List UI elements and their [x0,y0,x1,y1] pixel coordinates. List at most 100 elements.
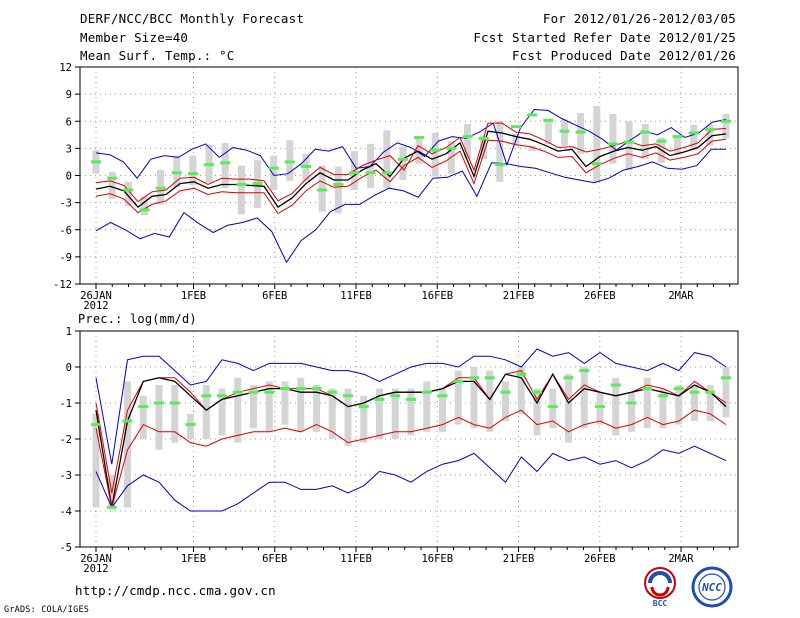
temp-spread-box [722,114,730,139]
temp-xtick-label: 16FEB [421,290,453,302]
prec-xtick-label: 21FEB [503,553,535,565]
prec-observed-mark [642,387,653,391]
temp-observed-mark [721,119,731,123]
temp-observed-mark [430,148,441,152]
temp-xtick-label: 26JAN [80,290,112,302]
prec-spread-box [265,381,273,432]
temp-ensemble-min-line [95,148,726,264]
temp-ytick-label: -6 [59,225,72,237]
temp-observed-mark [381,171,392,175]
forecast-started-label: Fcst Started Refer Date 2012/01/25 [473,30,736,45]
temp-spread-box [625,121,633,171]
temp-observed-mark [688,131,699,135]
temp-observed-mark [187,172,198,176]
source-url[interactable]: http://cmdp.ncc.cma.gov.cn [75,583,276,598]
prec-spread-box [580,367,588,429]
prec-xtick-label: 16FEB [421,553,453,565]
prec-observed-mark [595,405,605,409]
prec-observed-mark [217,394,227,398]
temp-spread-box [674,134,682,155]
prec-observed-mark [421,390,432,394]
temp-ensemble-max-line [95,108,727,180]
temp-observed-mark [478,136,489,140]
temp-spread-box [480,135,488,160]
temp-observed-mark [656,139,667,143]
prec-spread-box [486,370,494,432]
prec-observed-mark [532,390,542,394]
temp-observed-mark [511,125,521,129]
prec-observed-mark [658,394,668,398]
temp-spread-box [221,142,229,189]
prec-ytick-label: -1 [59,398,72,410]
prec-spread-box [517,367,525,414]
prec-observed-mark [264,390,275,394]
prec-spread-box [250,385,257,429]
precip-chart-title: Prec.: log(mm/d) [78,312,197,326]
prec-spread-box [313,385,320,432]
prec-lower-spread-line [95,409,727,508]
temp-ytick-label: -9 [59,252,72,264]
temp-xtick-label: 11FEB [340,290,372,302]
prec-observed-mark [469,376,479,380]
temp-observed-mark [284,160,295,164]
temp-spread-box [124,181,132,207]
prec-ytick-label: -5 [59,542,72,554]
prec-observed-mark [248,390,259,394]
prec-observed-mark [516,372,527,376]
prec-spread-box [92,413,100,508]
temp-observed-mark [107,176,118,180]
temp-observed-mark [333,183,344,187]
temp-observed-mark [349,171,360,175]
prec-spread-box [470,367,478,429]
temp-xtick-label: 26FEB [584,290,616,302]
prec-ensemble-max-line [95,348,727,465]
prec-observed-mark [563,376,574,380]
temp-observed-mark [591,162,602,166]
prec-spread-box [124,381,131,508]
temp-spread-box [415,136,423,164]
temp-spread-box [431,133,439,177]
prec-observed-mark [437,394,448,398]
temp-observed-mark [704,127,715,131]
ncc-logo-label: NCC [701,581,722,594]
temp-year-label: 2012 [83,300,108,312]
prec-spread-box [549,388,557,429]
temp-spread-box [140,196,148,216]
prec-observed-mark [610,383,621,387]
temp-spread-box [690,124,698,151]
temp-ytick-label: 12 [59,62,72,74]
temp-observed-mark [236,183,247,187]
temp-ytick-label: 6 [66,116,72,128]
prec-spread-box [423,381,431,432]
prec-spread-box [297,377,305,432]
prec-xtick-label: 11FEB [340,553,372,565]
temp-observed-mark [365,171,376,175]
prec-spread-box [234,377,242,443]
temp-observed-mark [414,136,425,140]
prec-observed-mark [547,405,558,409]
prec-observed-mark [91,423,101,427]
prec-spread-box [407,388,415,436]
temp-observed-mark [462,135,473,139]
prec-spread-box [502,381,509,421]
logos: BCC NCC [644,566,733,608]
prec-spread-box [454,370,462,425]
prec-observed-mark [311,387,322,391]
prec-observed-mark [500,390,511,394]
temp-observed-mark [575,130,586,134]
temp-spread-box [464,123,472,159]
temp-observed-mark [559,129,570,133]
prec-spread-box [565,374,572,443]
temp-observed-mark [607,142,618,146]
prec-xtick-label: 6FEB [262,553,287,565]
prec-observed-mark [280,387,290,391]
temp-observed-mark [527,113,538,117]
prec-ytick-label: -4 [59,506,72,518]
temp-observed-mark [446,146,457,150]
temp-spread-box [189,155,197,186]
prec-spread-box [155,385,163,450]
temp-spread-box [528,145,536,152]
prec-observed-mark [689,390,700,394]
prec-observed-mark [484,376,495,380]
